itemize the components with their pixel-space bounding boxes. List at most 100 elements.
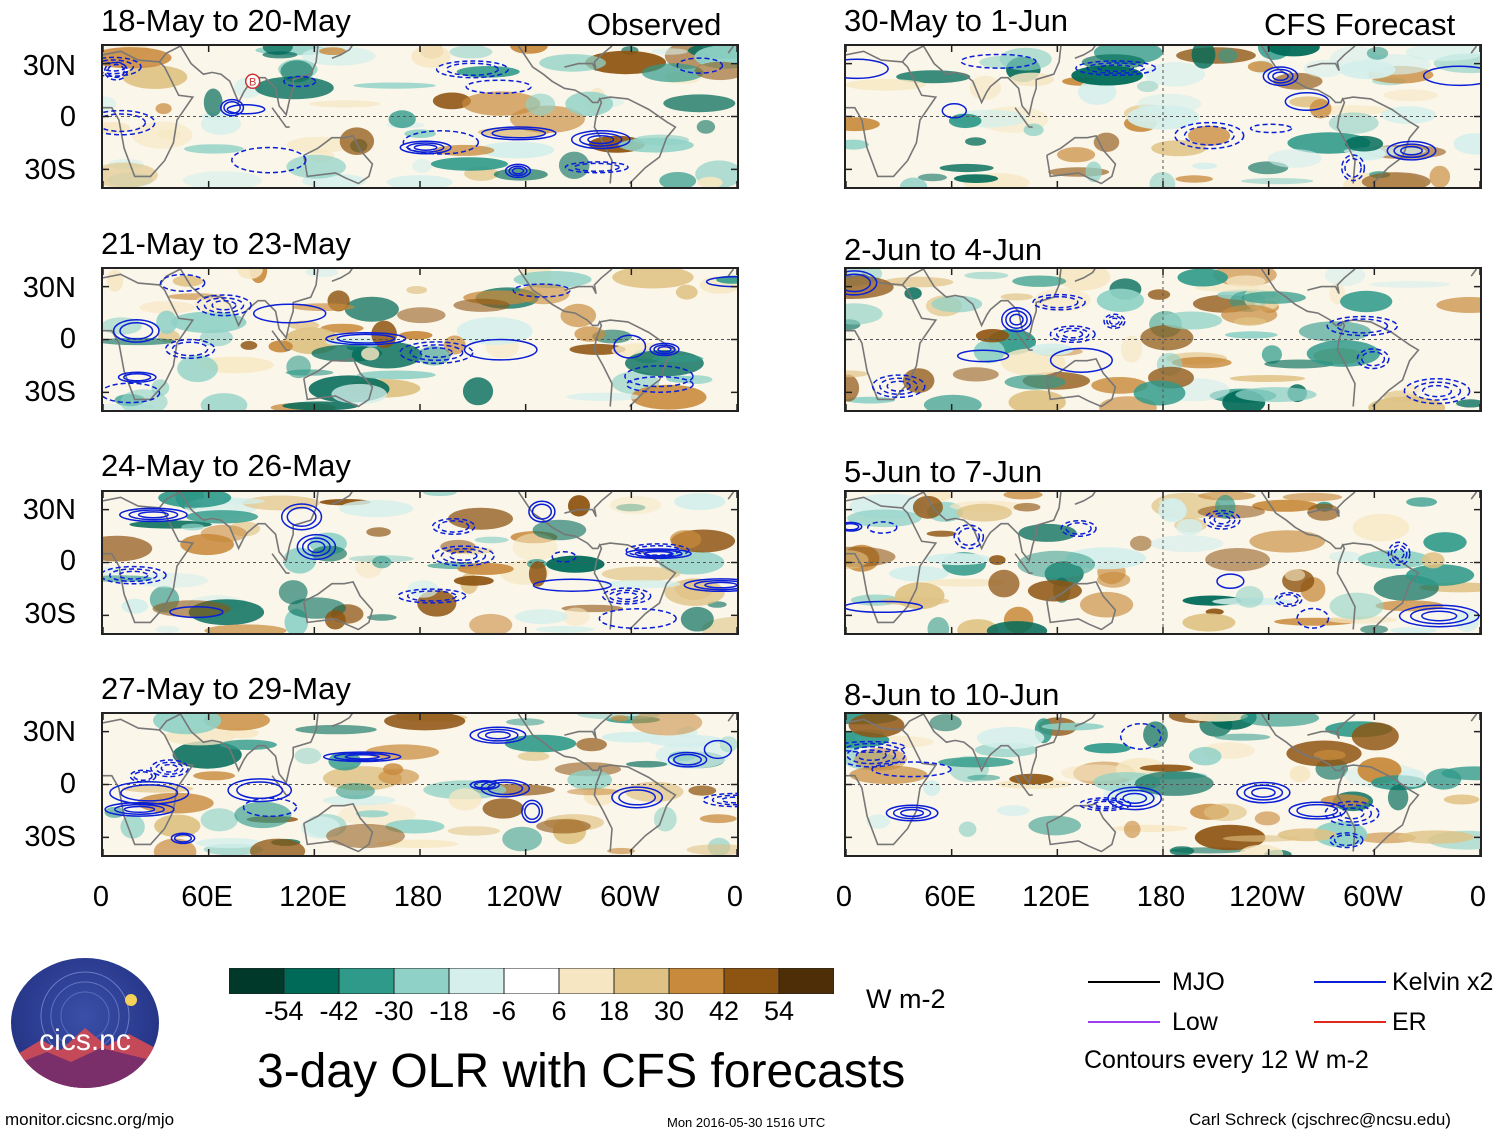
ytick-30s: 30S: [24, 376, 76, 408]
xtick-60w: 60W: [600, 881, 660, 913]
olr-anomaly-blob: [958, 821, 977, 837]
olr-anomaly-blob: [1029, 343, 1074, 356]
kelvin-contour: [252, 303, 327, 324]
kelvin-contour: [649, 342, 680, 357]
olr-anomaly-blob: [948, 113, 982, 129]
coastline: [1074, 46, 1096, 60]
kelvin-contour: [432, 545, 495, 567]
olr-anomaly-blob: [1429, 165, 1451, 187]
olr-anomaly-blob: [601, 566, 681, 582]
kelvin-contour: [1236, 781, 1291, 804]
kelvin-contour: [1274, 592, 1303, 607]
main-title: 3-day OLR with CFS forecasts: [257, 1045, 906, 1098]
kelvin-contour: [1114, 789, 1155, 808]
olr-anomaly-blob: [309, 100, 381, 108]
olr-anomaly-blob: [1307, 503, 1340, 521]
coastline: [103, 273, 195, 401]
kelvin-contour: [469, 726, 527, 744]
legend-er-label: ER: [1392, 1008, 1427, 1036]
kelvin-contour: [196, 294, 252, 317]
olr-anomaly-blob: [219, 739, 277, 750]
kelvin-contour: [1324, 800, 1380, 827]
olr-anomaly-blob: [177, 355, 218, 383]
panel-title-6: 2-Jun to 4-Jun: [844, 232, 1043, 267]
coastline: [271, 553, 290, 574]
olr-anomaly-blob: [1144, 62, 1206, 87]
olr-anomaly-blob: [278, 580, 308, 605]
kelvin-contour: [1331, 804, 1373, 823]
olr-anomaly-blob: [365, 744, 440, 760]
ytick-0: 0: [59, 545, 76, 577]
coastline: [331, 492, 353, 506]
colorbar-swatch: [283, 968, 340, 994]
legend-low-line: [1088, 1021, 1160, 1023]
olr-anomaly-blob: [134, 573, 209, 588]
olr-anomaly-blob: [846, 396, 896, 404]
kelvin-contour: [855, 749, 887, 762]
cb-label: 18: [598, 996, 630, 1026]
olr-anomaly-blob: [1328, 551, 1361, 563]
olr-anomaly-blob: [1188, 125, 1231, 146]
olr-anomaly-blob: [361, 347, 380, 361]
legend-kelvin-label: Kelvin x2: [1392, 968, 1494, 996]
olr-anomaly-blob: [453, 575, 494, 586]
kelvin-contour: [1262, 66, 1299, 87]
coastline: [846, 50, 938, 178]
olr-map-5: [846, 46, 1480, 187]
kelvin-contour: [171, 341, 209, 357]
olr-panel-3: [101, 490, 739, 635]
olr-anomaly-blob: [536, 819, 591, 834]
kelvin-contour: [613, 334, 647, 359]
coastline: [564, 492, 613, 518]
olr-anomaly-blob: [1351, 722, 1399, 751]
olr-anomaly-blob: [1423, 532, 1467, 553]
kelvin-contour: [1403, 377, 1471, 405]
kelvin-contour: [107, 63, 125, 79]
olr-anomaly-blob: [1147, 289, 1171, 300]
footer-credit: Carl Schreck (cjschrec@ncsu.edu): [1189, 1110, 1451, 1129]
olr-anomaly-blob: [1313, 749, 1346, 761]
kelvin-contour: [399, 140, 452, 155]
coastline: [727, 492, 735, 500]
olr-anomaly-blob: [322, 795, 396, 806]
olr-anomaly-blob: [1225, 331, 1278, 339]
kelvin-contour: [445, 62, 499, 77]
kelvin-contour: [601, 587, 652, 605]
kelvin-contour: [702, 792, 737, 808]
coastline: [901, 714, 1062, 785]
olr-anomaly-blob: [158, 492, 232, 508]
kelvin-contour: [528, 500, 556, 523]
olr-anomaly-blob: [339, 127, 375, 155]
olr-anomaly-blob: [999, 47, 1052, 71]
kelvin-contour: [615, 591, 638, 601]
kelvin-contour: [512, 283, 571, 298]
kelvin-contour: [119, 322, 154, 340]
coastline: [846, 273, 938, 401]
kelvin-contour: [129, 769, 157, 783]
kelvin-contour: [579, 132, 623, 147]
kelvin-contour: [108, 568, 158, 583]
olr-anomaly-blob: [200, 808, 238, 832]
footer-url[interactable]: monitor.cicsnc.org/mjo: [5, 1110, 175, 1129]
kelvin-contour: [473, 781, 496, 789]
olr-anomaly-blob: [1235, 387, 1317, 403]
olr-anomaly-blob: [240, 340, 258, 350]
olr-anomaly-blob: [1000, 293, 1033, 301]
olr-anomaly-blob: [1080, 591, 1134, 618]
olr-anomaly-blob: [432, 92, 471, 110]
olr-anomaly-blob: [326, 823, 405, 849]
olr-anomaly-blob: [546, 555, 605, 573]
olr-anomaly-blob: [1139, 764, 1194, 772]
logo-graphic: [11, 971, 159, 1088]
coastline: [1014, 330, 1033, 351]
kelvin-contour: [1049, 347, 1113, 373]
kelvin-contour: [103, 59, 135, 75]
olr-anomaly-blob: [200, 524, 248, 543]
kelvin-contour: [1009, 313, 1024, 326]
olr-anomaly-blob: [1160, 311, 1223, 330]
kelvin-contour: [301, 537, 331, 557]
olr-anomaly-blob: [106, 269, 124, 292]
olr-anomaly-blob: [1205, 548, 1270, 572]
kelvin-contour: [508, 165, 528, 177]
kelvin-contour: [1005, 310, 1028, 329]
